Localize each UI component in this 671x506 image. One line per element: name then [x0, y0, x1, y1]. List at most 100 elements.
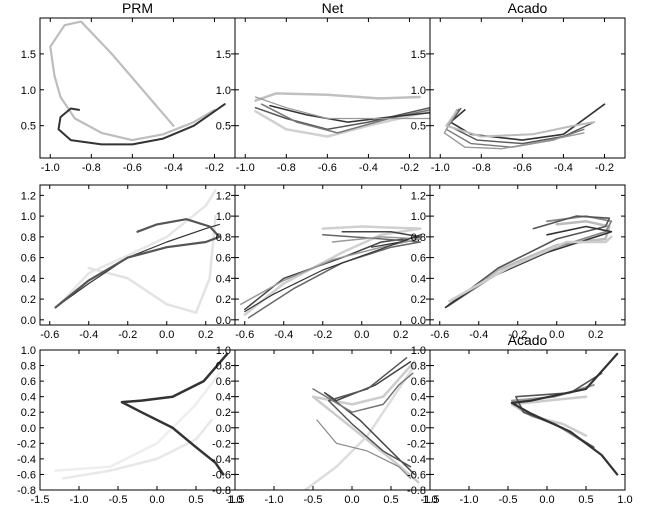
y-tick-label: 0.2	[411, 294, 426, 306]
panels-layer: -1.0 -0.8 -0.6 -0.4 -0.2 0.5 1.0 1.5 PRM -1.0 -0.8…	[17, 0, 633, 506]
y-tick-label: -0.2	[407, 438, 426, 450]
x-tick-label: -0.6	[513, 162, 532, 174]
y-tick-label: -0.6	[212, 469, 231, 481]
trajectory-line-2	[254, 110, 430, 138]
y-tick-label: 0.8	[21, 361, 36, 373]
trajectory-line-2	[62, 418, 213, 480]
trajectory-line-2	[57, 103, 226, 146]
x-tick-label: -0.6	[235, 329, 254, 341]
x-tick-label: -0.6	[123, 162, 142, 174]
x-tick-label: -0.5	[304, 494, 323, 506]
x-tick-label: 0.0	[354, 329, 369, 341]
x-tick-label: -1.0	[431, 162, 450, 174]
x-tick-label: -0.2	[400, 162, 419, 174]
y-tick-label: 0.5	[21, 121, 36, 133]
y-tick-label: 0.4	[411, 273, 426, 285]
series-group	[510, 352, 619, 476]
y-tick-label: 0.4	[21, 392, 36, 404]
x-tick-label: 0.5	[188, 494, 203, 506]
y-tick-label: 0.0	[411, 423, 426, 435]
panel-4: -0.6 -0.4 -0.2 0.0 0.20.00.20.40.60.81.01.2	[21, 184, 236, 341]
y-tick-label: 0.2	[411, 407, 426, 419]
y-tick-label: -0.2	[212, 438, 231, 450]
trajectory-line-4	[54, 218, 221, 309]
x-tick-label: -1.0	[460, 494, 479, 506]
y-tick-label: 1.2	[216, 190, 231, 202]
x-tick-label: -0.2	[118, 329, 137, 341]
x-tick-label: 0.2	[588, 329, 603, 341]
y-tick-label: 0.6	[21, 253, 36, 265]
x-tick-label: 0.5	[578, 494, 593, 506]
y-tick-label: 0.5	[216, 121, 231, 133]
x-tick-label: 0.0	[149, 494, 164, 506]
y-tick-label: 0.2	[216, 407, 231, 419]
x-tick-label: -1.0	[41, 162, 60, 174]
panel-title: Acado	[508, 0, 548, 16]
y-tick-label: 0.2	[21, 294, 36, 306]
y-tick-label: 0.6	[21, 376, 36, 388]
y-tick-label: 0.4	[216, 392, 231, 404]
x-tick-label: 0.5	[383, 494, 398, 506]
y-tick-label: -0.2	[17, 438, 36, 450]
y-tick-label: 0.8	[411, 361, 426, 373]
y-tick-label: 1.0	[216, 345, 231, 357]
y-tick-label: 1.0	[21, 211, 36, 223]
panel-title: Acado	[508, 332, 548, 348]
x-tick-label: -0.2	[313, 329, 332, 341]
x-tick-label: -0.4	[359, 162, 378, 174]
x-tick-label: 1.0	[617, 494, 632, 506]
trajectory-line-3	[323, 360, 416, 476]
y-tick-label: 1.2	[21, 190, 36, 202]
trajectory-line-5	[448, 235, 613, 303]
y-tick-label: 0.4	[21, 273, 36, 285]
panel-3: -1.0 -0.8 -0.6 -0.4 -0.2 0.5 1.0 1.5 Acado	[411, 0, 626, 174]
y-tick-label: 1.5	[216, 49, 231, 61]
x-tick-label: -0.6	[430, 329, 449, 341]
x-tick-label: -0.8	[82, 162, 101, 174]
axes-frame	[429, 349, 626, 491]
y-tick-label: 0.2	[216, 294, 231, 306]
y-tick-label: 0.4	[216, 273, 231, 285]
x-tick-label: -0.2	[595, 162, 614, 174]
x-tick-label: 1.0	[422, 494, 437, 506]
trajectory-line-2	[244, 230, 422, 311]
series-group	[303, 357, 420, 490]
x-tick-label: 0.0	[344, 494, 359, 506]
panel-1: -1.0 -0.8 -0.6 -0.4 -0.2 0.5 1.0 1.5 PRM	[21, 0, 236, 174]
y-tick-label: -0.8	[407, 485, 426, 497]
trajectory-line-1	[58, 188, 217, 306]
x-tick-label: -0.4	[469, 329, 488, 341]
series-group	[54, 188, 221, 314]
x-tick-label: -1.0	[70, 494, 89, 506]
trajectory-line-5	[269, 104, 430, 123]
y-tick-label: 0.6	[411, 253, 426, 265]
y-tick-label: 0.0	[21, 315, 36, 327]
y-tick-label: 0.0	[21, 423, 36, 435]
trajectory-line-4	[240, 236, 422, 306]
panel-9: -1.5 -1.0 -0.5 0.0 0.5 1.0-0.8-0.6-0.4-0.20.0…	[407, 332, 633, 506]
panel-7: -1.5 -1.0 -0.5 0.0 0.5 1.0-0.8-0.6-0.4-0.20.0…	[17, 345, 243, 506]
y-tick-label: 0.0	[216, 423, 231, 435]
panel-title: Net	[322, 0, 344, 16]
trajectory-line-4	[443, 109, 585, 150]
y-tick-label: 0.2	[21, 407, 36, 419]
x-tick-label: -0.2	[508, 329, 527, 341]
x-tick-label: 0.0	[549, 329, 564, 341]
x-tick-label: 0.0	[539, 494, 554, 506]
y-tick-label: 1.0	[411, 85, 426, 97]
y-tick-label: 0.8	[216, 361, 231, 373]
trajectory-line-5	[244, 234, 421, 313]
y-tick-label: 0.6	[216, 253, 231, 265]
axes-frame	[429, 184, 626, 326]
y-tick-label: 0.0	[411, 315, 426, 327]
trajectory-line-5	[445, 110, 596, 138]
y-tick-label: 0.4	[411, 392, 426, 404]
x-tick-label: -1.5	[226, 494, 245, 506]
x-tick-label: -0.8	[472, 162, 491, 174]
x-tick-label: 0.2	[393, 329, 408, 341]
trajectory-line-1	[448, 220, 611, 306]
y-tick-label: -0.4	[407, 454, 426, 466]
axes-frame	[429, 17, 626, 159]
